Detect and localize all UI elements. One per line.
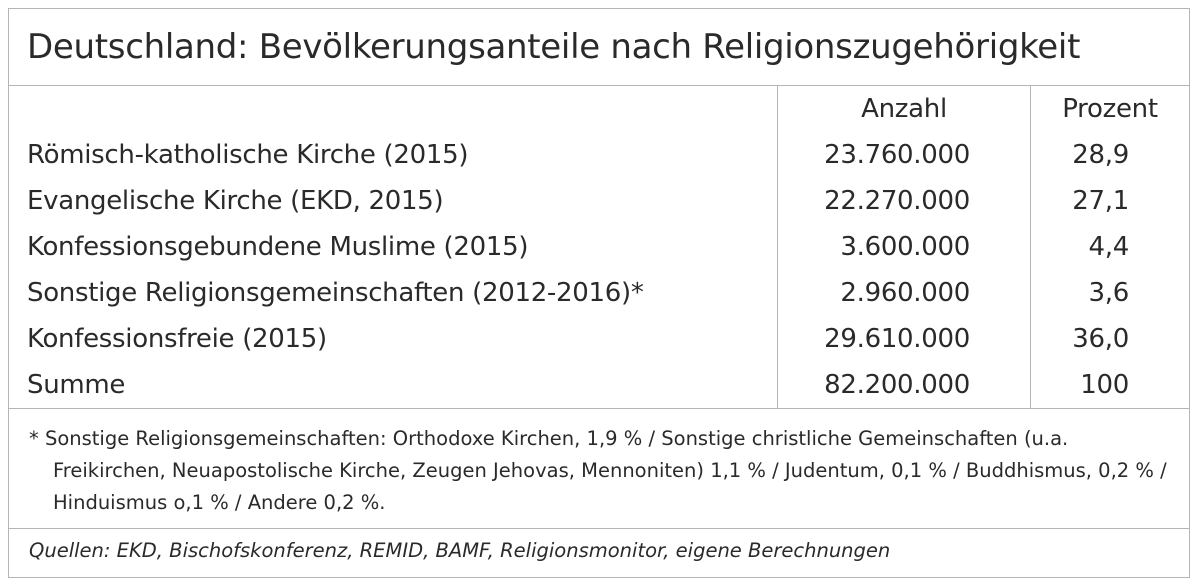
- percent-cell: 28,9: [1030, 132, 1189, 178]
- header-cell: Anzahl: [777, 86, 1031, 132]
- table-row: Sonstige Religionsgemeinschaften (2012-2…: [9, 270, 1189, 316]
- row-label: Sonstige Religionsgemeinschaften (2012-2…: [27, 278, 644, 308]
- count-cell: 23.760.000: [777, 132, 1031, 178]
- row-label: Konfessionsfreie (2015): [27, 324, 327, 354]
- count-cell: 29.610.000: [777, 316, 1031, 362]
- header-row: Anzahl Prozent: [9, 86, 1189, 132]
- table-body: Anzahl Prozent Römisch-katholische Kirch…: [9, 86, 1189, 408]
- title: Deutschland: Bevölkerungsanteile nach Re…: [9, 9, 1189, 86]
- row-label: Römisch-katholische Kirche (2015): [27, 140, 469, 170]
- table-row: Konfessionsfreie (2015) 29.610.000 36,0: [9, 316, 1189, 362]
- row-label: Evangelische Kirche (EKD, 2015): [27, 186, 444, 216]
- count-cell: 3.600.000: [777, 224, 1031, 270]
- count-cell: 2.960.000: [777, 270, 1031, 316]
- percent-cell: 36,0: [1030, 316, 1189, 362]
- percent-cell: 100: [1030, 362, 1189, 408]
- row-label: Summe: [27, 370, 126, 400]
- row-label: Konfessionsgebundene Muslime (2015): [27, 232, 529, 262]
- table-row: Summe 82.200.000 100: [9, 362, 1189, 408]
- count-cell: 82.200.000: [777, 362, 1031, 408]
- table-row: Konfessionsgebundene Muslime (2015) 3.600…: [9, 224, 1189, 270]
- header-cell: Prozent: [1030, 86, 1189, 132]
- table-row: Evangelische Kirche (EKD, 2015) 22.270.00…: [9, 178, 1189, 224]
- percent-cell: 4,4: [1030, 224, 1189, 270]
- header-cell: [9, 86, 778, 132]
- table: Anzahl Prozent Römisch-katholische Kirch…: [9, 86, 1189, 408]
- table-row: Römisch-katholische Kirche (2015) 23.760.…: [9, 132, 1189, 178]
- percent-cell: 3,6: [1030, 270, 1189, 316]
- source: Quellen: EKD, Bischofskonferenz, REMID, …: [9, 528, 1189, 562]
- count-cell: 22.270.000: [777, 178, 1031, 224]
- table-card: Deutschland: Bevölkerungsanteile nach Re…: [8, 8, 1190, 578]
- footnote: * Sonstige Religionsgemeinschaften: Orth…: [9, 408, 1189, 528]
- percent-cell: 27,1: [1030, 178, 1189, 224]
